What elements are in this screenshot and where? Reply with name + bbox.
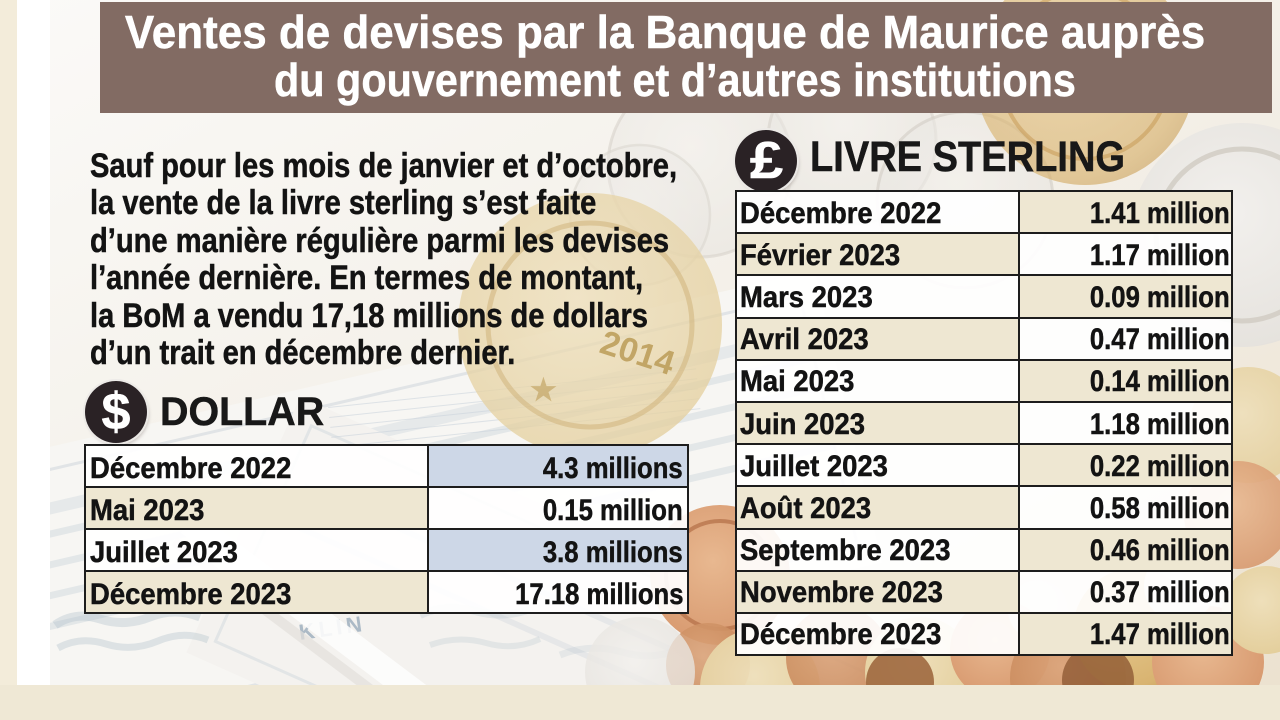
svg-text:★: ★ (530, 374, 557, 407)
